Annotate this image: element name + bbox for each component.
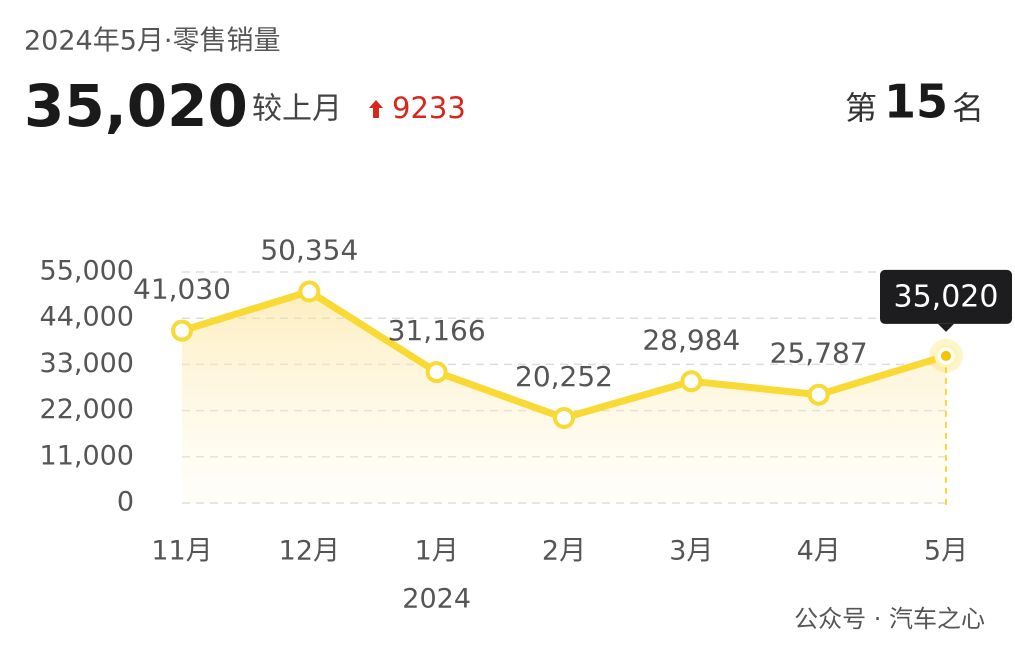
change: 9233 [392,91,466,125]
tooltip-box [880,269,1012,324]
y-tick-label: 33,000 [40,348,134,379]
x-tick-label: 3月 [669,536,713,567]
point [553,406,575,429]
y-tick-label: 0 [117,487,134,518]
x-tick-label: 1月 [415,536,459,567]
point [807,383,830,406]
x-tick-label: 12月 [279,536,340,567]
value-label: 20,252 [515,360,613,393]
y-tick-label: 55,000 [40,256,134,287]
value-label: 28,984 [642,323,740,356]
watermark: 公众号 · 汽车之心 [794,605,985,633]
rank-suffix: 名 [952,89,984,127]
plot: 0 11,000 22,000 33,000 44,000 55,000 11月 12月 1月 2… [40,234,1012,615]
value-label: 41,030 [133,273,231,306]
tooltip: 35,020 [880,269,1012,332]
x-tick-label: 11月 [151,536,212,567]
up-arrow [369,100,383,118]
value-label: 50,354 [260,234,358,267]
x-tick-label: 4月 [797,536,841,567]
rank: 15 [884,75,948,129]
x-tick-label: 5月 [924,536,968,567]
value-label: 25,787 [770,337,868,370]
point-center [941,350,951,361]
value-label: 31,166 [388,314,486,347]
tooltip-label: 35,020 [894,279,999,314]
x-tick-label: 2月 [542,536,586,567]
area [182,291,946,503]
tooltip-pointer [938,323,954,332]
compare-label: 较上月 [252,92,342,127]
year-label: 2024 [402,584,471,615]
current-value: 35,020 [24,72,248,140]
y-tick-label: 11,000 [40,440,134,471]
y-tick-label: 22,000 [40,394,134,425]
rank-prefix: 第 [845,89,877,127]
point [680,370,703,393]
title: 2024年5月·零售销量 [24,26,280,57]
point [298,280,321,303]
point [425,361,448,384]
y-tick-label: 44,000 [40,302,134,333]
point [171,319,193,342]
